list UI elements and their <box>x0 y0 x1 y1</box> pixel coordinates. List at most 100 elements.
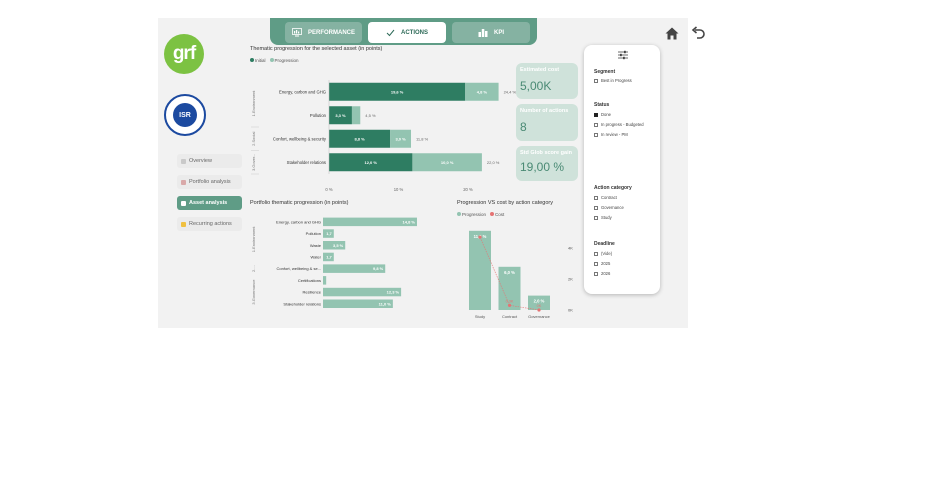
category-filter-title: Action category <box>594 185 632 191</box>
checkbox[interactable] <box>594 78 598 83</box>
status-option-in-progress[interactable]: In progress - Budgeted <box>594 122 644 127</box>
bar-progression <box>465 82 499 101</box>
total-label: 24,4 % <box>504 89 517 94</box>
legend-item: Initial <box>250 58 266 63</box>
legend-label: Cost <box>495 212 505 217</box>
category-label: Pollution <box>310 113 327 118</box>
isr-label-logo: ISR <box>164 94 206 136</box>
status-option-in-review[interactable]: In review - PM <box>594 132 628 137</box>
x-tick-label: 10 % <box>394 187 404 192</box>
category-chart-title: Progression VS cost by action category <box>457 200 553 206</box>
category-option-study[interactable]: Study <box>594 215 612 220</box>
deadline-option-2026[interactable]: 2026 <box>594 271 610 276</box>
checkbox[interactable] <box>594 122 598 127</box>
bar-chart-icon <box>478 28 488 37</box>
home-icon[interactable] <box>665 27 679 40</box>
category-option-contract[interactable]: Contract <box>594 195 617 200</box>
legend-label: Initial <box>255 58 266 63</box>
deadline-option-2025[interactable]: 2025 <box>594 261 610 266</box>
x-tick-label: 20 % <box>463 187 473 192</box>
segment-option[interactable]: Best in Progress <box>594 78 632 83</box>
checkbox[interactable] <box>594 132 598 137</box>
data-label: 6,0 % <box>504 270 515 275</box>
option-label: Governance <box>601 205 624 210</box>
legend-item: Progression <box>457 212 486 217</box>
group-label: 1.Environment <box>251 226 256 253</box>
y2-tick-label: 0K <box>568 308 573 313</box>
tab-bar: PERFORMANCE ACTIONS KPI <box>270 18 537 45</box>
asset-progression-chart: 1.Environment 2.Social 3.Gover... Energy, c… <box>251 80 517 192</box>
data-label: 11,0 % <box>379 301 392 306</box>
cost-label: 0,3K <box>506 299 514 303</box>
grf-logo-text: grf <box>172 43 196 64</box>
group-label: 3.Gover... <box>251 154 256 171</box>
tab-kpi-label: KPI <box>493 29 504 36</box>
isr-logo-inner: ISR <box>173 103 197 127</box>
undo-icon[interactable] <box>691 26 705 40</box>
portfolio-progression-chart: 1.Environment 2.... 3.Governance Energy, ca… <box>251 217 417 308</box>
deadline-option-vide[interactable]: (Vide) <box>594 251 612 256</box>
monitor-chart-icon <box>292 28 302 37</box>
nav-item-asset-analysis[interactable]: Asset analysis <box>177 196 242 210</box>
group-label: 1.Environment <box>251 90 256 117</box>
tab-actions[interactable]: ACTIONS <box>368 22 446 43</box>
bar <box>323 276 327 285</box>
category-label: Study <box>475 314 485 319</box>
group-label: 2.... <box>251 265 256 272</box>
legend-dot <box>250 58 254 62</box>
tab-kpi[interactable]: KPI <box>452 22 530 43</box>
category-label: Certifications <box>298 278 321 283</box>
category-label: Resilience <box>303 290 322 295</box>
deadline-filter-title: Deadline <box>594 241 615 247</box>
nav-item-label: Recurring actions <box>189 221 232 227</box>
checkbox[interactable] <box>594 261 598 266</box>
legend-dot <box>269 58 274 62</box>
legend-label: Progression <box>274 58 299 63</box>
tab-performance[interactable]: PERFORMANCE <box>285 22 362 43</box>
grf-logo: grf <box>164 34 204 74</box>
category-chart-legend: Progression Cost <box>457 212 504 217</box>
category-option-governance[interactable]: Governance <box>594 205 624 210</box>
tab-performance-label: PERFORMANCE <box>307 29 355 36</box>
bar-progression <box>412 153 482 172</box>
status-option-done[interactable]: Done <box>594 112 611 117</box>
status-filter-title: Status <box>594 102 610 108</box>
kpi-label: Number of actions <box>520 108 569 114</box>
category-label: Stakeholder relations <box>283 301 321 306</box>
bar-initial <box>329 129 391 148</box>
category-label: Pollution <box>306 231 321 236</box>
checkbox[interactable] <box>594 205 598 210</box>
legend-item: Cost <box>490 212 504 217</box>
option-label: Contract <box>601 195 617 200</box>
x-tick-label: 0 % <box>325 187 332 192</box>
kpi-value: 19,00 % <box>520 160 565 174</box>
checkbox[interactable] <box>594 195 598 200</box>
nav-item-recurring-actions[interactable]: Recurring actions <box>177 217 242 231</box>
kpi-card-score-gain: Std Glob score gain 19,00 % <box>516 146 578 181</box>
nav-item-label: Portfolio analysis <box>189 179 231 185</box>
data-label: 10,0 % <box>441 160 454 165</box>
kpi-value: 5,00K <box>520 79 552 93</box>
legend-label: Progression <box>462 212 487 217</box>
cost-label: 0K <box>537 304 542 308</box>
nav-item-label: Asset analysis <box>189 200 228 206</box>
option-label: (Vide) <box>601 251 613 256</box>
cost-point <box>507 303 512 307</box>
nav-item-overview[interactable]: Overview <box>177 154 242 168</box>
checkbox[interactable] <box>594 251 598 256</box>
bar <box>323 299 393 308</box>
checkbox[interactable] <box>594 112 598 117</box>
tab-actions-label: ACTIONS <box>401 29 428 36</box>
checkbox[interactable] <box>594 271 598 276</box>
data-label: 14,8 % <box>403 219 416 224</box>
nav-item-portfolio-analysis[interactable]: Portfolio analysis <box>177 175 242 189</box>
check-icon <box>386 29 395 36</box>
legend-dot <box>457 212 461 216</box>
category-label: Energy, carbon and GHG <box>276 219 321 224</box>
category-label: Confort, wellbeing & security <box>273 136 327 141</box>
column-progression <box>498 266 521 310</box>
bar <box>323 217 417 227</box>
checkbox[interactable] <box>594 215 598 220</box>
sliders-icon[interactable] <box>618 50 628 60</box>
